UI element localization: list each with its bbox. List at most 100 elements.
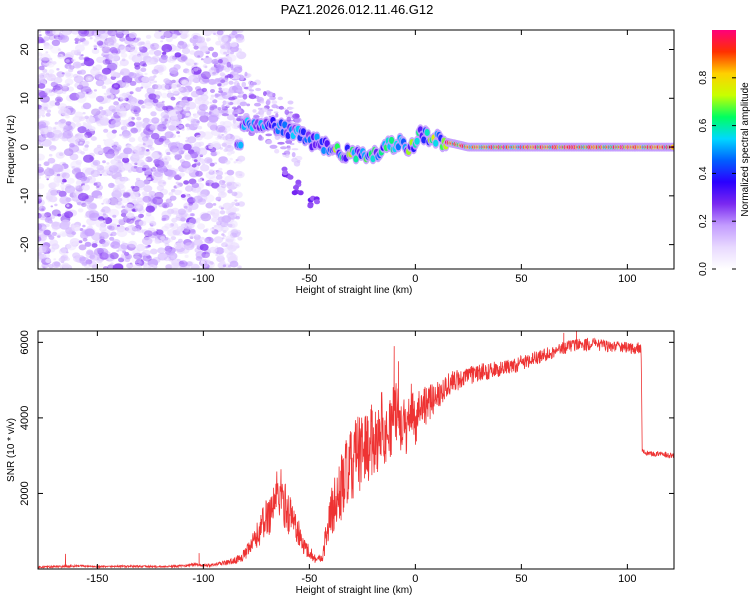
colorbar-tick-label: 0.0	[698, 262, 709, 276]
heatmap-cell	[209, 162, 215, 167]
heatmap-cell	[90, 67, 100, 76]
heatmap-cell	[131, 255, 142, 264]
heatmap-cell	[119, 37, 126, 42]
heatmap-cell	[150, 42, 160, 50]
heatmap-cell	[193, 62, 197, 65]
heatmap-cell	[221, 215, 232, 223]
heatmap-cell	[231, 191, 238, 197]
heatmap-cell	[211, 51, 219, 58]
heatmap-cell	[118, 218, 125, 224]
heatmap-cell	[202, 30, 212, 37]
heatmap-cell	[48, 35, 56, 41]
heatmap-cell	[102, 59, 111, 65]
heatmap-cell	[96, 110, 103, 116]
heatmap-cell	[103, 138, 115, 147]
spectrogram-x-axis-title: Height of straight line (km)	[296, 285, 413, 296]
heatmap-cell	[65, 229, 70, 233]
heatmap-cell	[72, 196, 80, 202]
heatmap-cell	[164, 245, 173, 252]
heatmap-cell	[186, 106, 191, 111]
heatmap-cell	[216, 221, 222, 226]
heatmap-cell	[110, 218, 119, 225]
heatmap-cell	[139, 61, 147, 67]
heatmap-cell	[143, 185, 153, 193]
heatmap-cell	[41, 262, 49, 269]
spectrogram-x-tick-label: 50	[515, 273, 527, 285]
heatmap-cell	[162, 51, 167, 56]
heatmap-cell	[92, 66, 96, 69]
heatmap-cell	[196, 188, 208, 197]
heatmap-cell	[197, 125, 203, 130]
heatmap-cell	[424, 129, 430, 136]
heatmap-cell	[46, 131, 55, 139]
heatmap-cell	[204, 65, 208, 69]
heatmap-cell	[257, 136, 264, 141]
heatmap-cell	[265, 133, 273, 137]
heatmap-cell	[164, 223, 172, 229]
heatmap-cell	[59, 124, 65, 129]
heatmap-cell	[127, 95, 134, 100]
heatmap-cell	[131, 110, 134, 113]
colorbar-tick-label: 0.4	[698, 166, 709, 180]
heatmap-cell	[163, 155, 172, 162]
heatmap-cell	[102, 198, 111, 205]
heatmap-cell	[161, 44, 173, 53]
heatmap-cell	[50, 205, 54, 208]
heatmap-cell	[74, 185, 80, 189]
heatmap-cell	[274, 148, 280, 154]
heatmap-cell	[53, 127, 57, 130]
heatmap-cell	[200, 213, 212, 222]
heatmap-cell	[109, 148, 120, 156]
heatmap-cell	[122, 153, 129, 159]
heatmap-cell	[230, 208, 237, 213]
spectrogram-x-tick-label: -150	[86, 273, 108, 285]
heatmap-cell	[293, 185, 299, 190]
heatmap-cell	[238, 141, 244, 149]
heatmap-cell	[208, 115, 219, 123]
heatmap-cell	[107, 30, 118, 37]
heatmap-cell	[218, 253, 224, 258]
heatmap-cell	[174, 157, 179, 160]
heatmap-cell	[220, 207, 224, 210]
heatmap-cell	[233, 182, 242, 188]
heatmap-cell	[136, 72, 140, 76]
heatmap-cell	[38, 77, 46, 84]
heatmap-cell	[220, 225, 229, 232]
heatmap-cell	[205, 37, 211, 42]
heatmap-cell	[41, 226, 47, 231]
heatmap-cell	[242, 93, 248, 100]
heatmap-cell	[229, 260, 239, 268]
heatmap-cell	[54, 203, 58, 207]
heatmap-cell	[65, 72, 74, 79]
heatmap-cell	[51, 243, 60, 250]
heatmap-cell	[160, 115, 172, 124]
heatmap-cell	[189, 228, 196, 233]
heatmap-cell	[52, 125, 63, 133]
heatmap-cell	[112, 263, 124, 269]
heatmap-cell	[218, 90, 224, 94]
heatmap-cell	[180, 56, 188, 62]
heatmap-cell	[71, 224, 81, 232]
heatmap-cell	[64, 78, 74, 86]
heatmap-cell	[195, 256, 203, 261]
heatmap-cell	[202, 263, 210, 269]
heatmap-cell	[220, 183, 227, 189]
heatmap-cell	[84, 89, 89, 93]
heatmap-cell	[221, 113, 229, 117]
heatmap-cell	[183, 143, 192, 151]
heatmap-cell	[112, 187, 122, 195]
heatmap-cell	[159, 71, 163, 75]
heatmap-cell	[314, 199, 320, 205]
heatmap-cell	[282, 121, 288, 129]
heatmap-cell	[209, 176, 218, 184]
heatmap-cell	[176, 185, 180, 188]
heatmap-cell	[110, 262, 114, 266]
heatmap-cell	[93, 30, 100, 34]
heatmap-cell	[77, 126, 87, 134]
spectrogram-x-tick-label: -50	[301, 273, 317, 285]
heatmap-cell	[213, 126, 217, 129]
heatmap-cell	[147, 144, 153, 149]
heatmap-cell	[148, 264, 157, 269]
heatmap-cell	[123, 147, 133, 155]
